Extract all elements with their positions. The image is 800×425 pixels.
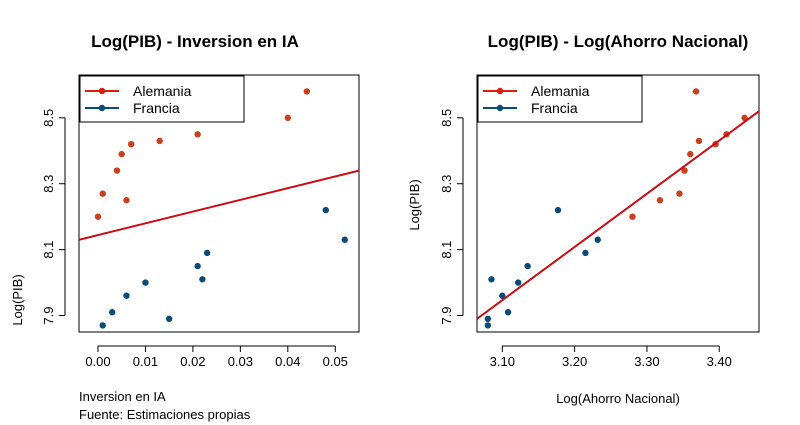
plot-frame: [476, 74, 760, 333]
x-tick-label: 0.03: [228, 354, 253, 369]
point-francia-1: [109, 309, 116, 316]
point-francia-9: [341, 236, 348, 243]
point-francia-8: [322, 206, 329, 214]
regression-line: [477, 110, 759, 320]
legend-label-alemania: Alemania: [133, 83, 192, 99]
point-alemania-5: [692, 88, 700, 95]
chart-panel-inversion: Log(PIB) - Inversion en IA Alemania Fran…: [10, 32, 360, 422]
axes: 0.00 0.01 0.02 0.03 0.04 0.05 7.9 8.1 8.3 8.5: [41, 109, 348, 369]
point-francia-0: [484, 322, 492, 329]
y-axis-title: Log(PIB): [407, 179, 422, 230]
point-alemania-2: [113, 167, 121, 174]
point-alemania-1: [656, 197, 664, 204]
y-tick-label: 8.5: [41, 109, 56, 127]
marks: [477, 88, 759, 329]
y-tick-label: 7.9: [41, 306, 56, 324]
point-alemania-9: [303, 88, 310, 95]
regression-line: [79, 169, 359, 241]
x-tick-label: 3.10: [490, 354, 515, 369]
y-axis-title: Log(PIB): [10, 274, 25, 325]
point-alemania-4: [123, 197, 130, 204]
point-alemania-8: [284, 114, 292, 122]
legend-marker-alemania: [98, 87, 106, 95]
point-francia-7: [554, 206, 562, 214]
point-alemania-6: [156, 137, 163, 145]
point-alemania-4: [687, 150, 694, 158]
y-tick-label: 8.1: [41, 241, 56, 259]
point-alemania-9: [741, 114, 748, 122]
x-tick-label: 3.30: [634, 354, 659, 369]
y-tick-label: 8.5: [439, 109, 454, 127]
point-francia-6: [524, 262, 531, 270]
legend-label-francia: Francia: [133, 100, 180, 116]
point-francia-2: [123, 292, 130, 299]
x-tick-label: 0.01: [133, 354, 158, 369]
point-alemania-1: [99, 190, 106, 197]
source-note: Fuente: Estimaciones propias: [79, 407, 251, 422]
legend-marker-alemania: [496, 87, 504, 95]
chart-title: Log(PIB) - Inversion en IA: [91, 32, 299, 51]
point-francia-4: [165, 315, 173, 323]
point-francia-3: [142, 279, 149, 286]
x-tick-label: 0.04: [275, 354, 300, 369]
point-francia-8: [582, 249, 589, 257]
point-alemania-0: [629, 213, 636, 220]
legend-marker-francia: [496, 104, 504, 112]
point-francia-4: [504, 309, 512, 316]
y-tick-label: 7.9: [439, 306, 454, 324]
x-tick-label: 0.05: [323, 354, 348, 369]
x-axis-title: Inversion en IA: [79, 389, 166, 404]
chart-panel-ahorro: Log(PIB) - Log(Ahorro Nacional) Alemania…: [407, 32, 760, 406]
legend-box: [79, 75, 245, 123]
point-francia-2: [488, 276, 495, 283]
legend-label-francia: Francia: [531, 100, 578, 116]
x-tick-label: 3.20: [562, 354, 587, 369]
point-alemania-2: [676, 190, 683, 197]
marks: [79, 88, 359, 329]
point-francia-6: [199, 276, 206, 283]
point-alemania-6: [695, 137, 703, 145]
x-axis-title: Log(Ahorro Nacional): [556, 391, 680, 406]
plot-frame: [78, 74, 360, 333]
point-francia-9: [594, 236, 601, 243]
point-francia-3: [499, 292, 506, 299]
y-tick-label: 8.3: [41, 175, 56, 193]
point-francia-0: [99, 322, 106, 329]
legend-label-alemania: Alemania: [531, 83, 590, 99]
point-alemania-3: [118, 150, 125, 158]
x-tick-label: 0.02: [180, 354, 205, 369]
legend: Alemania Francia: [79, 75, 245, 123]
legend-box: [477, 75, 643, 123]
point-francia-5: [515, 279, 522, 286]
y-tick-label: 8.3: [439, 175, 454, 193]
point-alemania-3: [681, 167, 688, 174]
point-francia-1: [484, 315, 492, 323]
axes: 3.10 3.20 3.30 3.40 7.9 8.1 8.3 8.5: [439, 109, 732, 369]
y-tick-label: 8.1: [439, 241, 454, 259]
legend-marker-francia: [98, 104, 106, 112]
point-alemania-0: [94, 213, 102, 220]
point-alemania-7: [194, 131, 201, 138]
point-francia-7: [203, 249, 211, 257]
legend: Alemania Francia: [477, 75, 643, 123]
point-francia-5: [194, 262, 201, 270]
chart-title: Log(PIB) - Log(Ahorro Nacional): [488, 32, 749, 51]
x-tick-label: 0.00: [85, 354, 110, 369]
point-alemania-5: [128, 140, 135, 148]
x-tick-label: 3.40: [707, 354, 732, 369]
